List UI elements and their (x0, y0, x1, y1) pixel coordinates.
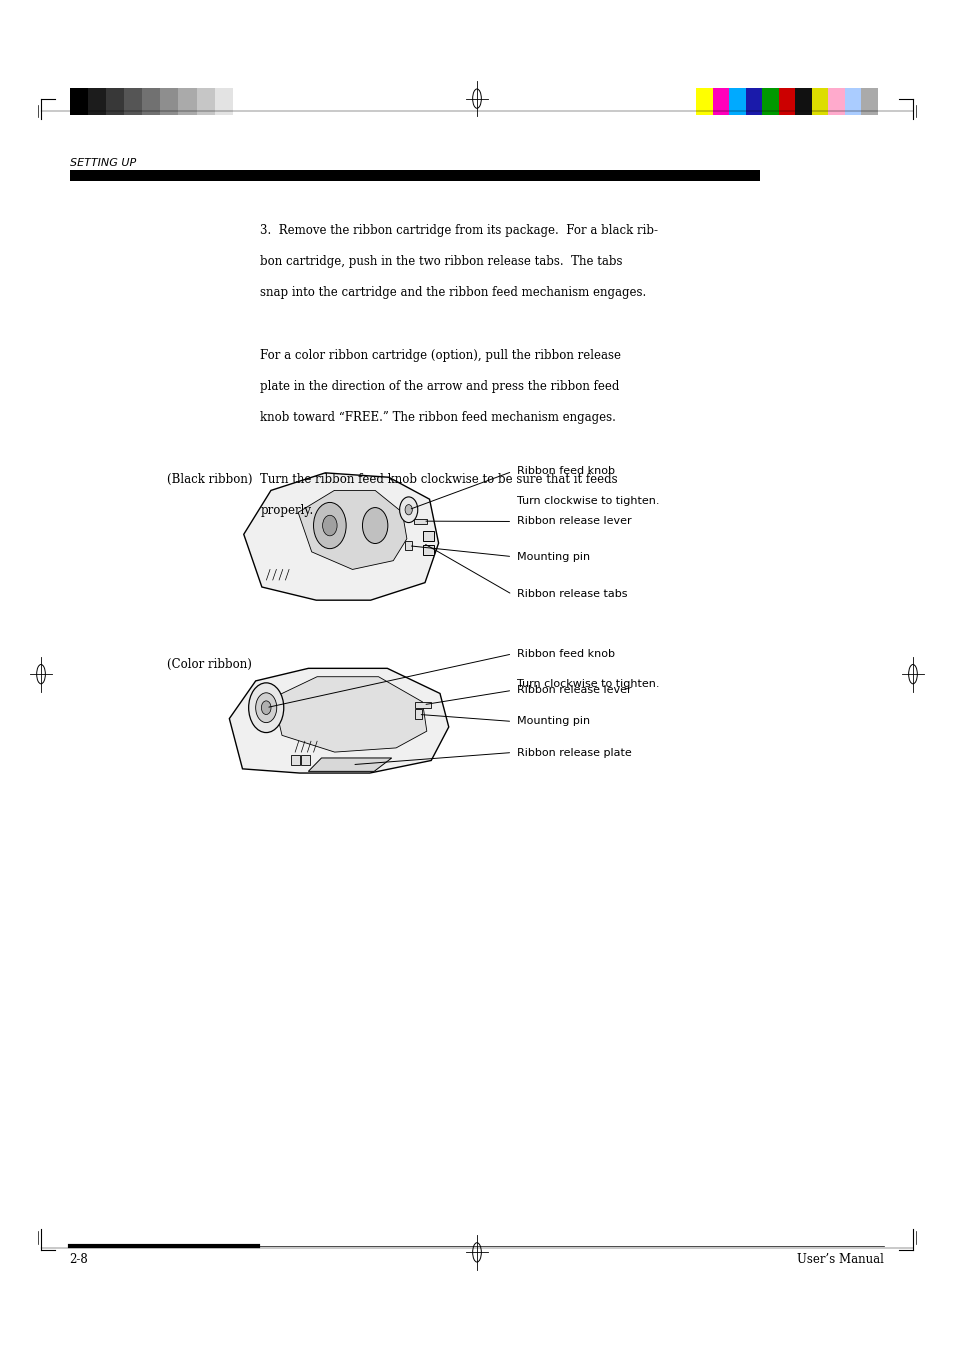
Circle shape (255, 693, 276, 723)
Bar (761, 88, 778, 115)
Text: Ribbon release plate: Ribbon release plate (517, 747, 631, 758)
Text: (Black ribbon): (Black ribbon) (167, 473, 253, 486)
Text: Turn clockwise to tighten.: Turn clockwise to tighten. (517, 496, 659, 507)
Text: knob toward “FREE.” The ribbon feed mechanism engages.: knob toward “FREE.” The ribbon feed mech… (260, 411, 616, 424)
Bar (70, 88, 88, 115)
Bar (233, 88, 251, 115)
Bar (414, 519, 426, 524)
Polygon shape (243, 473, 438, 600)
Text: User’s Manual: User’s Manual (797, 1252, 883, 1266)
Bar (712, 88, 729, 115)
Text: Ribbon release tabs: Ribbon release tabs (517, 589, 627, 600)
Text: plate in the direction of the arrow and press the ribbon feed: plate in the direction of the arrow and … (260, 380, 619, 393)
Circle shape (362, 508, 388, 543)
Bar (423, 531, 434, 542)
Bar (745, 88, 761, 115)
Text: Ribbon feed knob: Ribbon feed knob (517, 466, 615, 477)
Bar (214, 88, 233, 115)
Bar (142, 88, 160, 115)
Circle shape (261, 701, 271, 715)
Bar (696, 88, 712, 115)
Polygon shape (308, 758, 392, 771)
Circle shape (405, 505, 412, 515)
Text: For a color ribbon cartridge (option), pull the ribbon release: For a color ribbon cartridge (option), p… (260, 349, 620, 362)
Bar (415, 709, 421, 720)
Bar (423, 544, 434, 555)
Text: (Color ribbon): (Color ribbon) (167, 658, 252, 671)
Text: Mounting pin: Mounting pin (517, 551, 590, 562)
Bar (795, 88, 811, 115)
Bar (196, 88, 214, 115)
Text: Ribbon release lever: Ribbon release lever (517, 516, 631, 527)
Bar (301, 755, 310, 765)
Bar (291, 755, 299, 765)
Bar (124, 88, 142, 115)
Polygon shape (229, 669, 448, 773)
Text: Mounting pin: Mounting pin (517, 716, 590, 727)
Bar (861, 88, 877, 115)
Bar (106, 88, 124, 115)
Text: 3.  Remove the ribbon cartridge from its package.  For a black rib-: 3. Remove the ribbon cartridge from its … (260, 224, 658, 238)
Circle shape (314, 503, 346, 549)
Text: Ribbon release lever: Ribbon release lever (517, 685, 631, 696)
Bar (778, 88, 795, 115)
Bar (827, 88, 843, 115)
Bar (70, 170, 760, 181)
Text: snap into the cartridge and the ribbon feed mechanism engages.: snap into the cartridge and the ribbon f… (260, 286, 646, 300)
Bar (88, 88, 106, 115)
Text: Turn clockwise to tighten.: Turn clockwise to tighten. (517, 678, 659, 689)
Bar (405, 542, 412, 550)
Text: 2-8: 2-8 (70, 1252, 89, 1266)
Text: Ribbon feed knob: Ribbon feed knob (517, 648, 615, 659)
Bar (843, 88, 861, 115)
Text: properly.: properly. (260, 504, 314, 517)
Polygon shape (297, 490, 406, 570)
Circle shape (249, 682, 283, 732)
Text: SETTING UP: SETTING UP (70, 158, 135, 168)
Text: Turn the ribbon feed knob clockwise to be sure that it feeds: Turn the ribbon feed knob clockwise to b… (260, 473, 618, 486)
Bar (160, 88, 178, 115)
Bar (729, 88, 745, 115)
Circle shape (399, 497, 417, 523)
Bar (178, 88, 196, 115)
Bar (811, 88, 827, 115)
Text: bon cartridge, push in the two ribbon release tabs.  The tabs: bon cartridge, push in the two ribbon re… (260, 255, 622, 269)
Bar (415, 703, 431, 708)
Polygon shape (273, 677, 426, 753)
Circle shape (322, 515, 336, 536)
